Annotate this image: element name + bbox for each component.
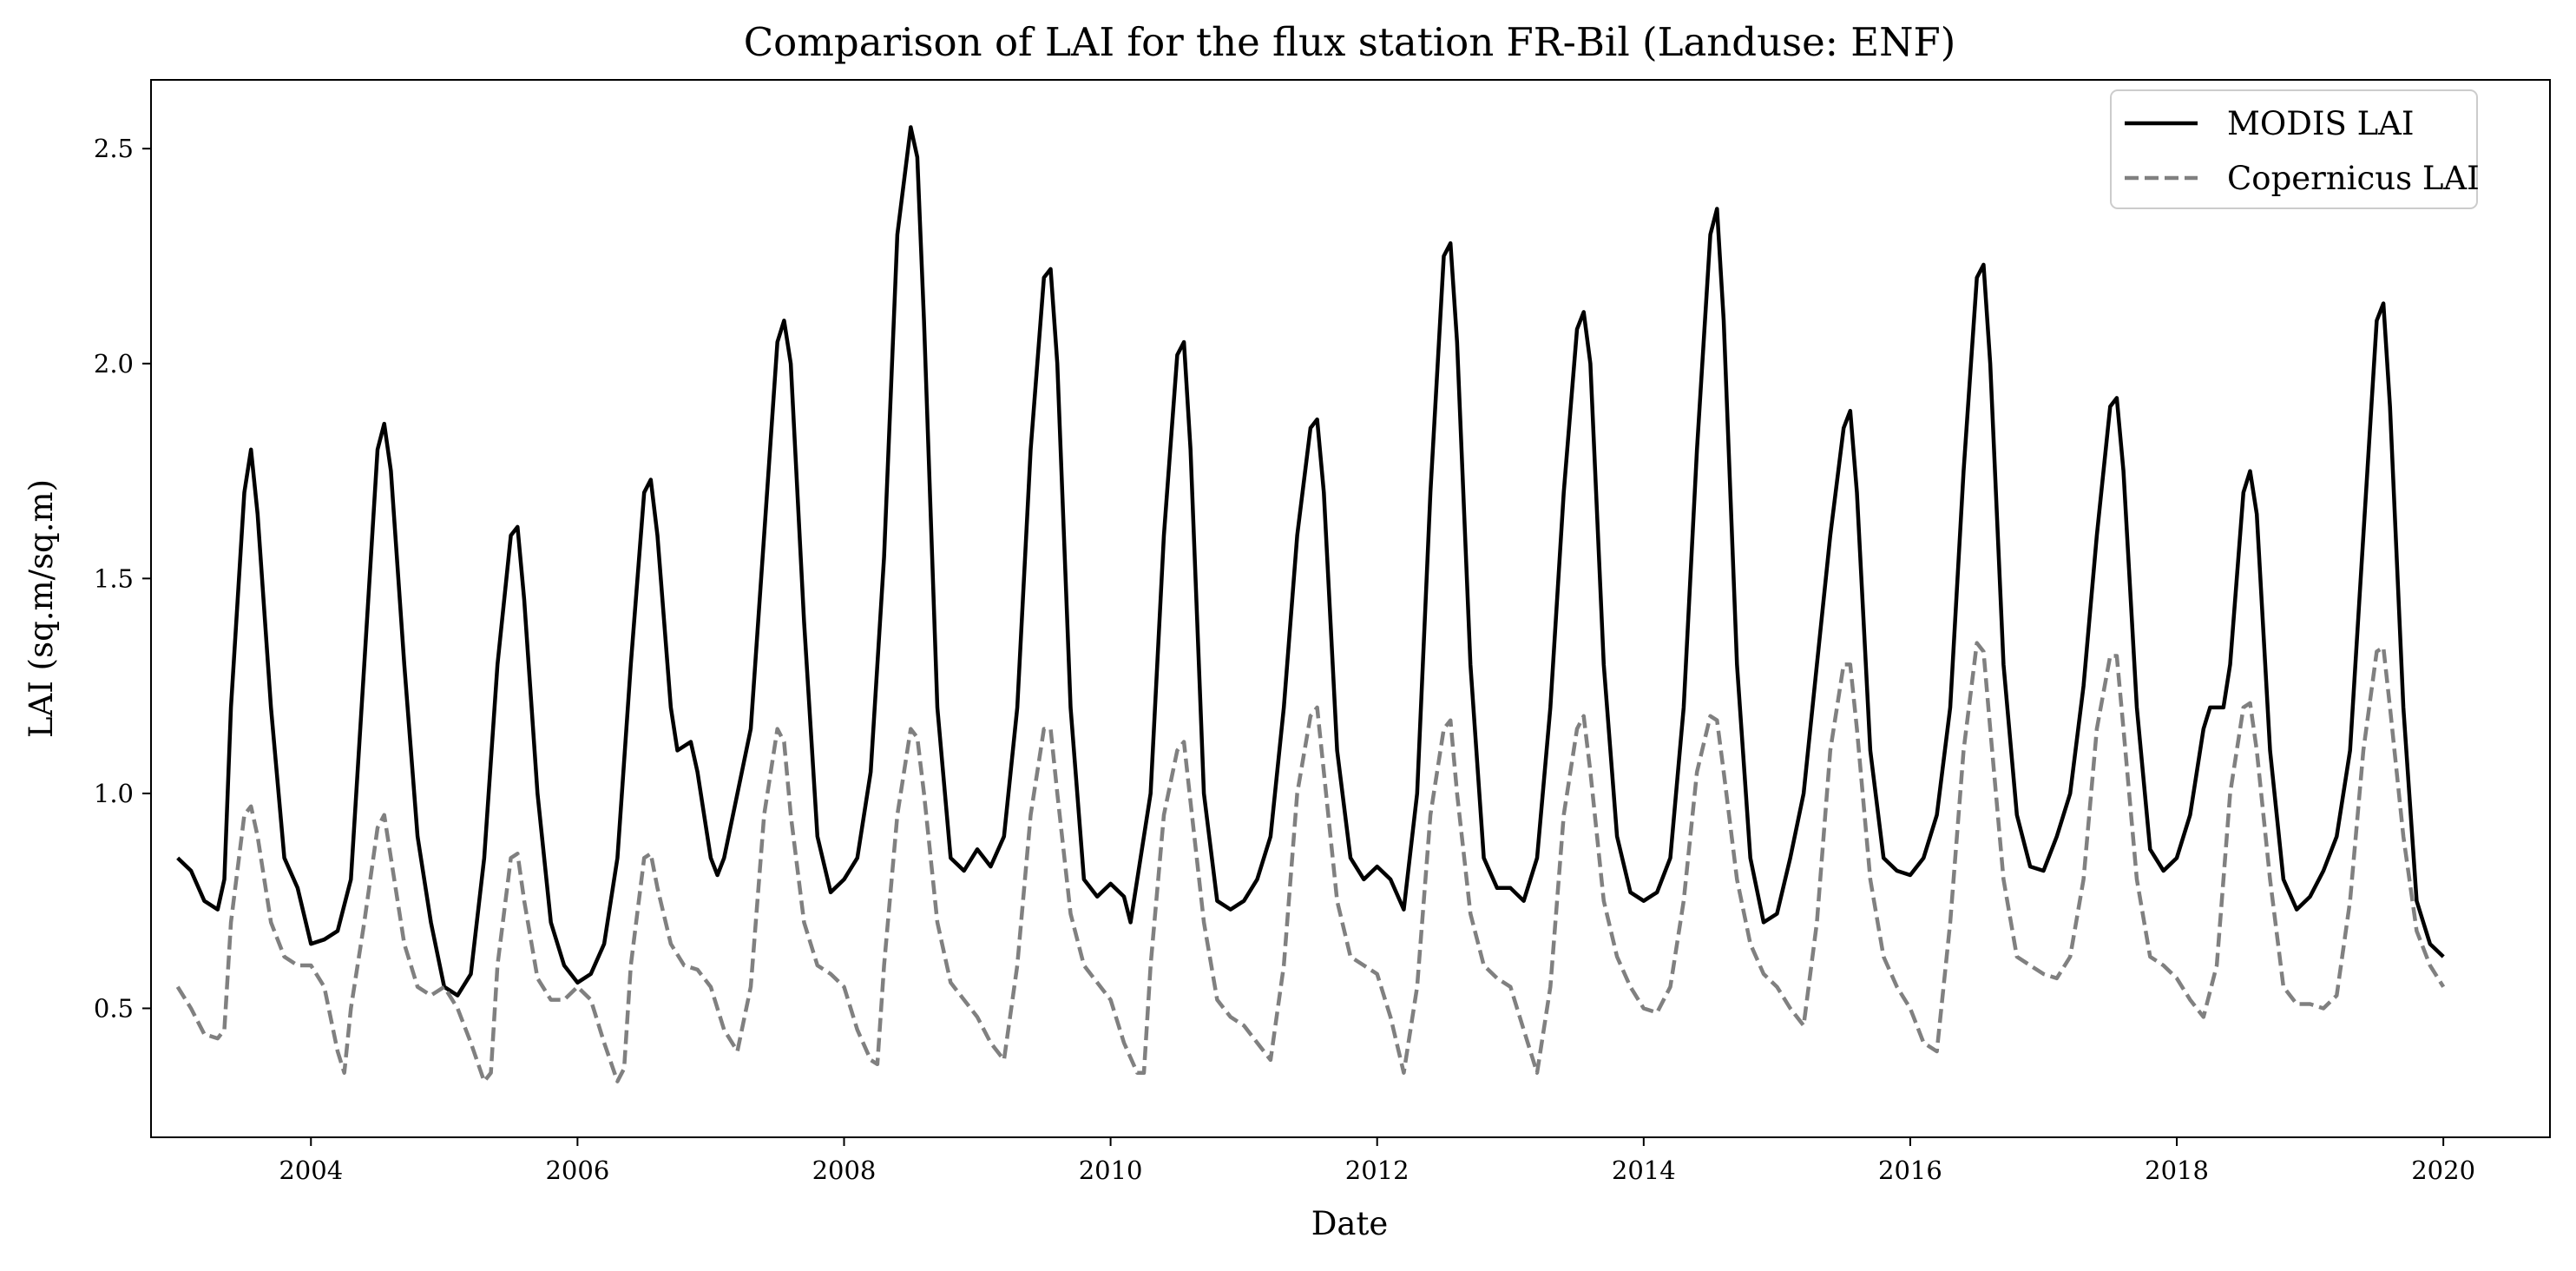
x-tick-label: 2004 xyxy=(279,1156,343,1185)
y-tick-label: 1.0 xyxy=(94,779,134,808)
series-line-copernicus xyxy=(175,641,2446,1083)
x-tick-label: 2012 xyxy=(1345,1156,1410,1185)
y-axis-label: LAI (sq.m/sq.m) xyxy=(23,479,60,738)
chart-title: Comparison of LAI for the flux station F… xyxy=(744,19,1956,65)
x-tick-label: 2006 xyxy=(545,1156,609,1185)
y-axis: 0.5 1.0 1.5 2.0 2.5 xyxy=(94,134,151,1023)
legend-label-modis: MODIS LAI xyxy=(2227,105,2415,142)
plot-area xyxy=(175,125,2446,1083)
y-tick-label: 2.0 xyxy=(94,349,134,379)
x-tick-label: 2010 xyxy=(1079,1156,1143,1185)
axes-frame xyxy=(150,79,2551,1138)
x-tick-label: 2016 xyxy=(1878,1156,1942,1185)
legend: MODIS LAI Copernicus LAI xyxy=(2110,89,2480,209)
x-axis: 2004 2006 2008 2010 2012 2014 2016 2018 2020 xyxy=(279,1137,2475,1185)
x-tick-label: 2008 xyxy=(812,1156,877,1185)
y-tick-label: 1.5 xyxy=(94,563,134,593)
x-axis-label: Date xyxy=(1311,1205,1389,1242)
x-tick-label: 2020 xyxy=(2411,1156,2475,1185)
x-tick-label: 2018 xyxy=(2145,1156,2209,1185)
legend-box xyxy=(2110,89,2478,209)
series-line-modis xyxy=(176,125,2445,998)
y-tick-label: 0.5 xyxy=(94,993,134,1023)
x-tick-label: 2014 xyxy=(1612,1156,1676,1185)
legend-label-copernicus: Copernicus LAI xyxy=(2227,160,2480,197)
y-tick-label: 2.5 xyxy=(94,134,134,163)
